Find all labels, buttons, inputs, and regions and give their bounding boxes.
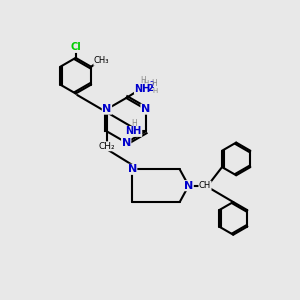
Text: H: H	[152, 79, 157, 88]
Text: NH: NH	[125, 126, 142, 136]
Text: NH: NH	[134, 84, 151, 94]
Text: H: H	[152, 88, 158, 94]
Text: H: H	[140, 76, 146, 85]
Text: N: N	[141, 104, 150, 114]
Text: NH: NH	[135, 85, 150, 94]
Text: CH₃: CH₃	[94, 56, 109, 65]
Text: N: N	[184, 181, 193, 191]
Text: CH: CH	[199, 181, 211, 190]
Text: N: N	[128, 164, 137, 174]
Text: H: H	[131, 118, 137, 127]
Text: Cl: Cl	[70, 43, 81, 52]
Text: CH₂: CH₂	[99, 142, 115, 151]
Text: 2: 2	[147, 84, 153, 93]
Text: 2: 2	[150, 81, 154, 90]
Text: N: N	[102, 104, 112, 114]
Text: H: H	[143, 80, 149, 85]
Text: N: N	[122, 138, 131, 148]
